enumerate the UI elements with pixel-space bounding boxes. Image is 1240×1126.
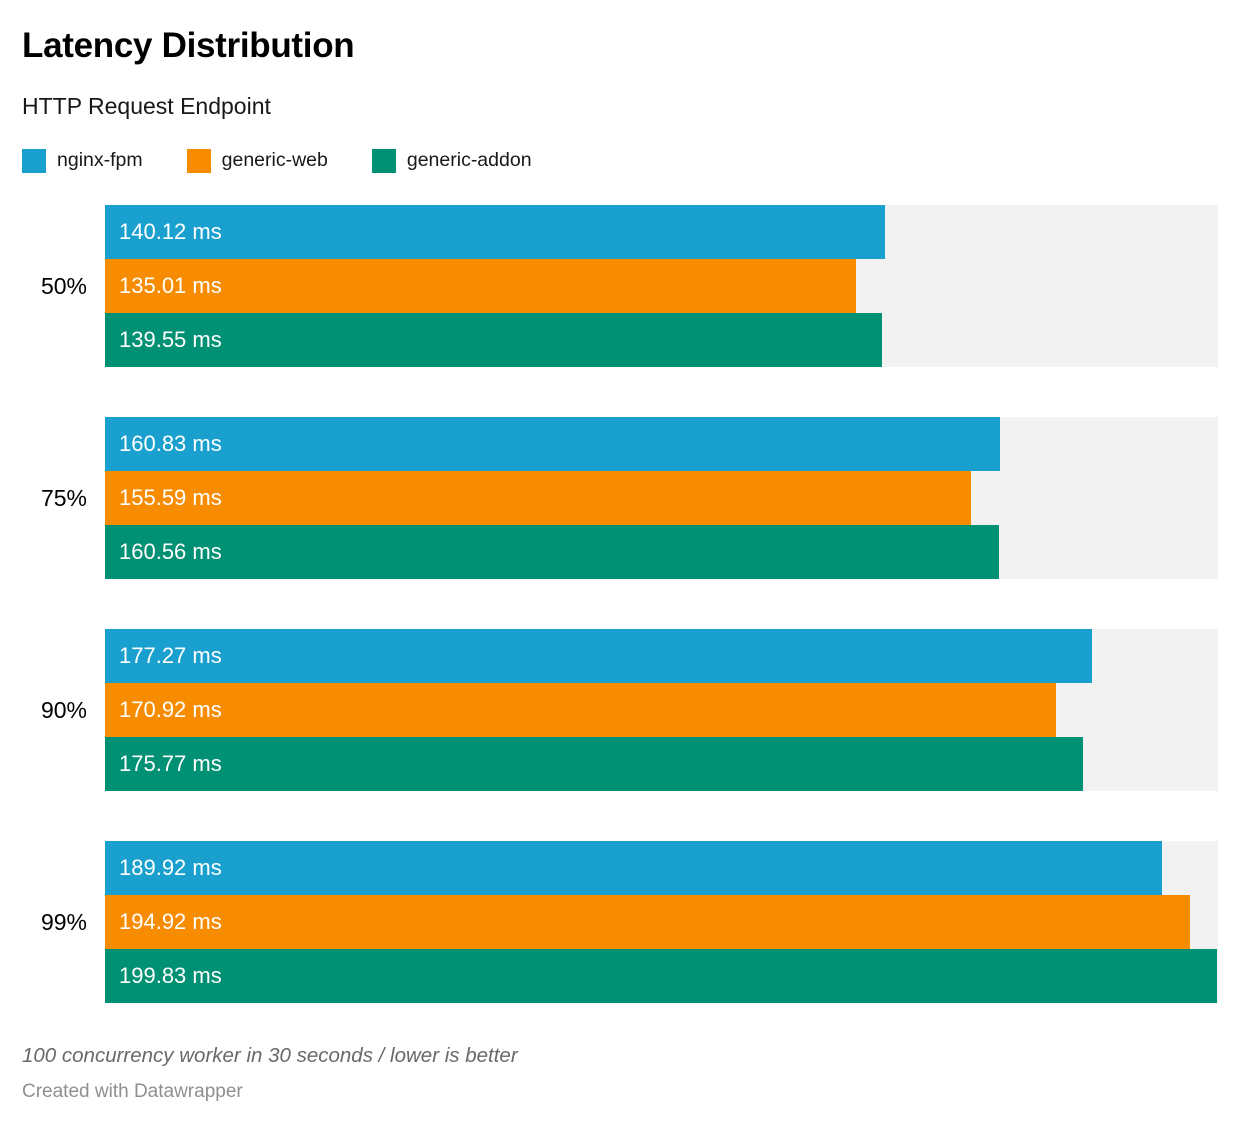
bar-value-label: 140.12 ms [119,219,222,244]
bar-value-label: 199.83 ms [119,963,222,988]
legend-label: generic-addon [406,149,532,171]
bar-value-label: 175.77 ms [119,751,222,776]
chart-subtitle: HTTP Request Endpoint [22,93,271,119]
bar-generic-addon-50%: 139.55 ms [105,313,882,367]
latency-chart: Latency Distribution HTTP Request Endpoi… [22,26,1218,1103]
bar-generic-web-50%: 135.01 ms [105,259,857,313]
bar-track: 189.92 ms 194.92 ms 199.83 ms [105,841,1218,1003]
legend-swatch-icon [22,148,46,173]
bar-group-75%: 75% 160.83 ms 155.59 ms 160.56 ms [22,417,1218,579]
chart-note: 100 concurrency worker in 30 seconds / l… [22,1044,518,1067]
bar-nginx-fpm-50%: 140.12 ms [105,205,885,259]
category-label: 75% [40,484,87,511]
grouped-bar-chart: 50% 140.12 ms 135.01 ms 139.55 ms 75% 160.83 … [22,205,1218,1003]
bar-value-label: 189.92 ms [119,855,222,880]
legend-label: nginx-fpm [57,149,143,171]
bar-value-label: 139.55 ms [119,327,222,352]
bar-nginx-fpm-99%: 189.92 ms [105,841,1162,895]
bar-generic-web-75%: 155.59 ms [105,471,971,525]
bar-group-90%: 90% 177.27 ms 170.92 ms 175.77 ms [22,629,1218,791]
bar-generic-addon-90%: 175.77 ms [105,737,1084,791]
bar-track: 160.83 ms 155.59 ms 160.56 ms [105,417,1218,579]
bar-generic-addon-99%: 199.83 ms [105,949,1218,1003]
chart-title: Latency Distribution [22,26,355,65]
bar-value-label: 177.27 ms [119,643,222,668]
bar-value-label: 194.92 ms [119,909,222,934]
category-label: 99% [40,908,87,935]
bar-group-99%: 99% 189.92 ms 194.92 ms 199.83 ms [22,841,1218,1003]
category-label: 90% [40,696,87,723]
legend-swatch-icon [186,148,211,173]
bar-value-label: 160.56 ms [119,539,222,564]
category-label: 50% [40,272,87,299]
bar-group-50%: 50% 140.12 ms 135.01 ms 139.55 ms [22,205,1218,367]
datawrapper-attribution: Created with Datawrapper [22,1081,243,1102]
legend-swatch-icon [371,148,396,173]
legend: nginx-fpm generic-web generic-addon [22,148,1218,173]
bar-nginx-fpm-75%: 160.83 ms [105,417,1001,471]
bar-generic-web-99%: 194.92 ms [105,895,1190,949]
bar-value-label: 170.92 ms [119,697,222,722]
bar-generic-addon-75%: 160.56 ms [105,525,999,579]
legend-item-generic-web: generic-web [186,148,328,173]
bar-track: 140.12 ms 135.01 ms 139.55 ms [105,205,1218,367]
bar-track: 177.27 ms 170.92 ms 175.77 ms [105,629,1218,791]
bar-value-label: 155.59 ms [119,485,222,510]
legend-item-generic-addon: generic-addon [371,148,532,173]
bar-generic-web-90%: 170.92 ms [105,683,1057,737]
legend-item-nginx-fpm: nginx-fpm [22,148,143,173]
legend-label: generic-web [221,149,328,171]
bar-value-label: 135.01 ms [119,273,222,298]
bar-value-label: 160.83 ms [119,431,222,456]
bar-nginx-fpm-90%: 177.27 ms [105,629,1092,683]
